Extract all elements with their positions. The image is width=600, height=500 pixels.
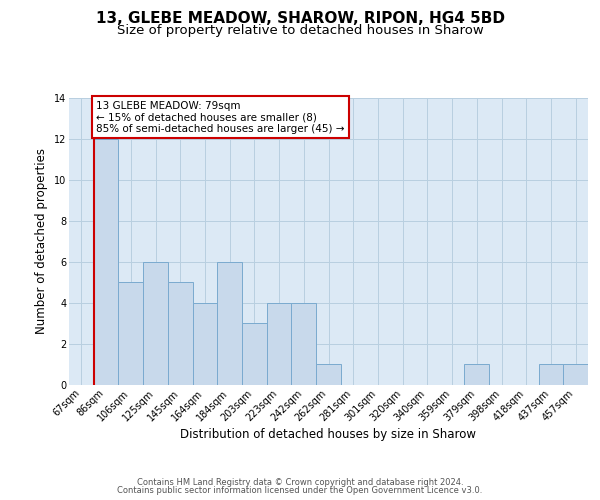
Bar bbox=[267, 303, 292, 385]
Bar bbox=[242, 324, 267, 385]
Bar bbox=[118, 282, 143, 385]
Bar bbox=[143, 262, 168, 385]
Text: 13, GLEBE MEADOW, SHAROW, RIPON, HG4 5BD: 13, GLEBE MEADOW, SHAROW, RIPON, HG4 5BD bbox=[95, 11, 505, 26]
Bar bbox=[168, 282, 193, 385]
Bar bbox=[316, 364, 341, 385]
Bar bbox=[292, 303, 316, 385]
Bar bbox=[217, 262, 242, 385]
Text: Contains public sector information licensed under the Open Government Licence v3: Contains public sector information licen… bbox=[118, 486, 482, 495]
Y-axis label: Number of detached properties: Number of detached properties bbox=[35, 148, 48, 334]
X-axis label: Distribution of detached houses by size in Sharow: Distribution of detached houses by size … bbox=[181, 428, 476, 441]
Bar bbox=[464, 364, 489, 385]
Bar bbox=[94, 138, 118, 385]
Bar bbox=[563, 364, 588, 385]
Text: 13 GLEBE MEADOW: 79sqm
← 15% of detached houses are smaller (8)
85% of semi-deta: 13 GLEBE MEADOW: 79sqm ← 15% of detached… bbox=[96, 100, 344, 134]
Bar bbox=[539, 364, 563, 385]
Text: Contains HM Land Registry data © Crown copyright and database right 2024.: Contains HM Land Registry data © Crown c… bbox=[137, 478, 463, 487]
Bar bbox=[193, 303, 217, 385]
Text: Size of property relative to detached houses in Sharow: Size of property relative to detached ho… bbox=[116, 24, 484, 37]
